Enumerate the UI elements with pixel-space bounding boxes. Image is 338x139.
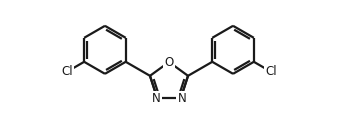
Text: Cl: Cl (265, 65, 277, 78)
Text: N: N (177, 92, 186, 105)
Text: Cl: Cl (61, 65, 73, 78)
Text: N: N (152, 92, 161, 105)
Text: O: O (164, 55, 174, 69)
